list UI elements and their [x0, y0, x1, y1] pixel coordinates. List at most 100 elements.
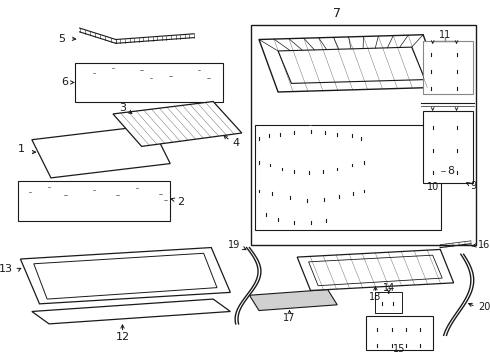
Circle shape	[92, 188, 96, 192]
Circle shape	[280, 163, 284, 168]
Text: 14: 14	[383, 283, 395, 293]
Bar	[366, 316, 433, 350]
Polygon shape	[34, 253, 217, 299]
Circle shape	[454, 166, 459, 171]
Circle shape	[404, 340, 408, 344]
Circle shape	[418, 324, 422, 328]
Circle shape	[418, 340, 422, 344]
Circle shape	[454, 66, 459, 70]
Text: 17: 17	[283, 313, 295, 323]
Circle shape	[323, 127, 327, 131]
Circle shape	[362, 157, 366, 161]
Polygon shape	[21, 248, 230, 304]
Circle shape	[257, 133, 261, 137]
Circle shape	[159, 192, 163, 196]
Circle shape	[350, 188, 355, 193]
Circle shape	[292, 166, 296, 171]
Circle shape	[321, 166, 325, 171]
Circle shape	[287, 192, 292, 196]
Circle shape	[349, 130, 354, 134]
Text: 12: 12	[116, 332, 129, 342]
Circle shape	[335, 129, 340, 133]
Bar	[423, 111, 473, 183]
Circle shape	[335, 163, 340, 168]
Circle shape	[206, 76, 210, 80]
Circle shape	[164, 198, 168, 202]
Bar	[255, 125, 441, 230]
Text: 1: 1	[18, 144, 25, 154]
Polygon shape	[259, 35, 442, 92]
Circle shape	[430, 166, 435, 171]
Circle shape	[430, 121, 435, 126]
Circle shape	[140, 68, 144, 72]
Circle shape	[429, 83, 433, 87]
Circle shape	[92, 71, 96, 75]
Circle shape	[63, 193, 67, 197]
Circle shape	[257, 185, 261, 190]
Text: 13: 13	[0, 264, 13, 274]
Circle shape	[306, 167, 311, 171]
Circle shape	[276, 214, 280, 218]
Text: 6: 6	[61, 77, 68, 87]
Circle shape	[308, 217, 313, 221]
Text: 10: 10	[427, 183, 439, 193]
Text: 11: 11	[439, 30, 451, 40]
Circle shape	[47, 185, 51, 189]
Circle shape	[375, 340, 379, 344]
Bar	[423, 41, 473, 94]
Text: 3: 3	[119, 103, 126, 113]
Circle shape	[337, 191, 342, 195]
Polygon shape	[249, 289, 337, 311]
Circle shape	[323, 215, 328, 219]
Polygon shape	[278, 47, 425, 84]
Circle shape	[292, 127, 296, 131]
Polygon shape	[113, 102, 242, 147]
Text: 2: 2	[177, 197, 184, 207]
Bar	[375, 292, 402, 314]
Circle shape	[349, 159, 354, 164]
Bar	[18, 181, 170, 221]
Circle shape	[270, 188, 274, 193]
Circle shape	[269, 159, 272, 164]
Circle shape	[308, 126, 313, 130]
Circle shape	[197, 68, 201, 72]
Circle shape	[454, 121, 459, 126]
Circle shape	[454, 83, 459, 87]
Circle shape	[390, 324, 394, 328]
Circle shape	[305, 195, 309, 199]
Circle shape	[169, 74, 172, 78]
Circle shape	[111, 66, 115, 70]
Circle shape	[391, 298, 395, 302]
Text: 5: 5	[58, 33, 65, 44]
Text: 9: 9	[471, 180, 477, 190]
Text: 18: 18	[369, 292, 382, 302]
Polygon shape	[309, 255, 442, 286]
Text: 19: 19	[228, 240, 240, 250]
Circle shape	[454, 49, 459, 53]
Text: 20: 20	[478, 302, 490, 312]
Text: 8: 8	[447, 166, 454, 176]
Text: 4: 4	[232, 138, 240, 148]
Circle shape	[359, 133, 363, 137]
Circle shape	[429, 49, 433, 53]
Text: 15: 15	[393, 345, 405, 355]
Circle shape	[116, 193, 120, 197]
Circle shape	[322, 194, 326, 198]
Circle shape	[390, 340, 394, 344]
Circle shape	[375, 324, 379, 328]
Circle shape	[454, 144, 459, 149]
Circle shape	[278, 129, 282, 133]
Circle shape	[380, 298, 384, 302]
Circle shape	[429, 66, 433, 70]
Text: 16: 16	[478, 240, 490, 250]
Circle shape	[149, 76, 153, 80]
Polygon shape	[32, 299, 230, 324]
Polygon shape	[297, 249, 454, 291]
Circle shape	[430, 144, 435, 149]
Circle shape	[362, 185, 366, 190]
Circle shape	[28, 190, 32, 194]
Circle shape	[135, 186, 139, 190]
Bar	[75, 63, 223, 102]
Circle shape	[264, 209, 268, 213]
Text: 7: 7	[333, 8, 341, 21]
